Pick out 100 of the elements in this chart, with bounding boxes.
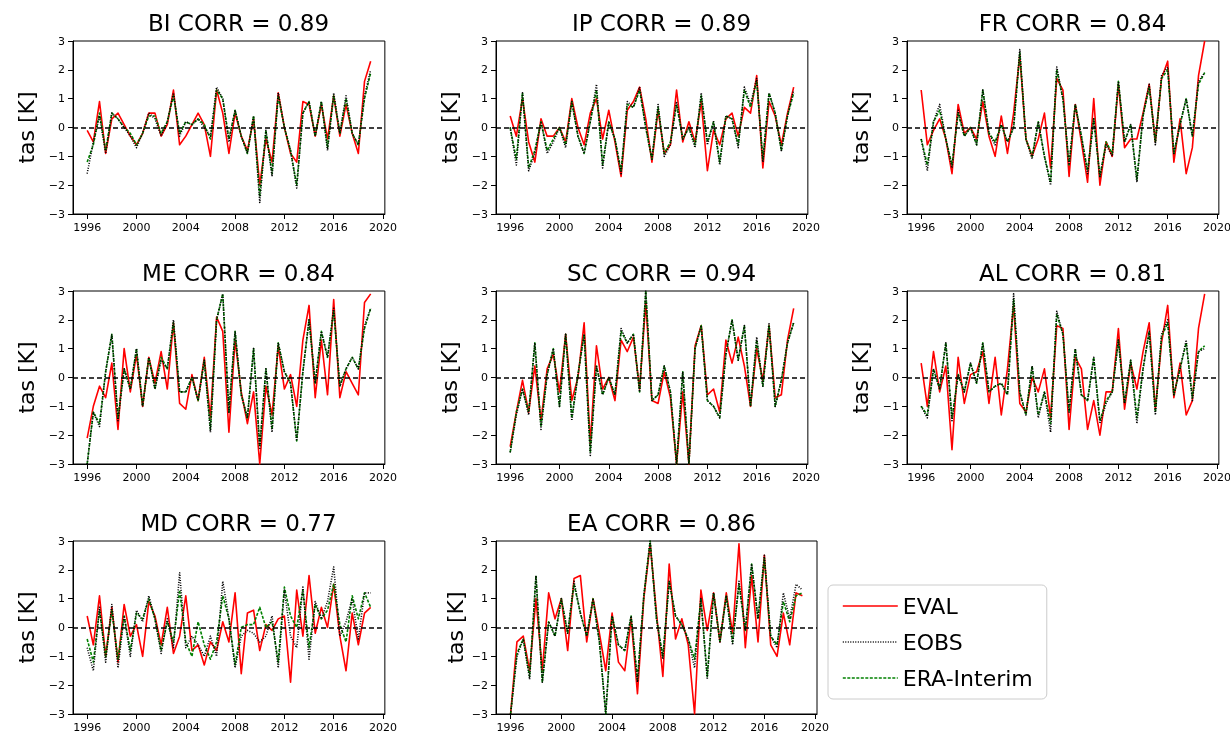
y-tick-label: −2 [882,428,899,442]
y-tick-label: 3 [58,534,65,548]
y-tick-label: 1 [481,342,488,356]
y-tick-label: 2 [58,63,65,77]
line-series [86,574,372,684]
chart-title: AL CORR = 0.81 [978,259,1167,286]
x-tick-label: 2000 [122,221,151,234]
x-tick-label: 2012 [270,221,299,234]
y-tick-label: −2 [882,178,899,192]
y-tick-label: −3 [471,707,488,721]
y-tick-label: 1 [892,92,899,106]
y-tick-label: 1 [58,342,65,356]
x-tick-label: 2004 [1005,471,1034,484]
y-axis-title: tas [K] [442,591,468,664]
y-axis-title: tas [K] [14,591,40,664]
x-tick-label: 2016 [1153,221,1182,234]
line-series [86,60,372,186]
y-tick-label: 2 [892,313,899,327]
x-tick-label: 2012 [1104,471,1133,484]
y-tick-label: 1 [481,92,488,106]
x-tick-label: 2020 [792,221,820,234]
x-tick-label: 2004 [1005,221,1034,234]
legend-label: ERA-Interim [902,665,1033,691]
x-tick-label: 2016 [750,721,779,734]
y-axis-title: tas [K] [437,341,463,414]
y-tick-label: −1 [48,399,65,413]
y-tick-label: 0 [892,121,899,134]
x-tick-label: 2008 [644,221,673,234]
y-tick-label: 3 [481,284,488,298]
y-axis-title: tas [K] [437,91,463,164]
y-tick-label: 0 [481,621,488,634]
x-tick-label: 2020 [369,221,397,234]
x-tick-label: 1996 [496,471,525,484]
y-tick-label: −2 [471,178,488,192]
y-tick-label: 3 [481,34,488,48]
x-tick-label: 2008 [221,471,250,484]
x-tick-label: 2020 [369,471,397,484]
y-tick-label: −2 [471,428,488,442]
chart-title: SC CORR = 0.94 [566,259,757,286]
x-tick-label: 2008 [221,221,250,234]
y-tick-label: 0 [58,621,65,634]
x-tick-label: 1996 [496,721,525,734]
y-tick-label: −1 [882,399,899,413]
y-tick-label: 3 [892,34,899,48]
x-tick-label: 2008 [644,471,673,484]
x-tick-label: 2012 [693,471,722,484]
x-tick-label: 1996 [907,471,936,484]
y-tick-label: −1 [471,399,488,413]
y-tick-label: 0 [481,371,488,384]
y-axis-title: tas [K] [848,341,874,414]
y-tick-label: −2 [48,178,65,192]
x-tick-label: 1996 [496,221,525,234]
chart-title: ME CORR = 0.84 [142,259,335,286]
x-tick-label: 2008 [221,721,250,734]
y-tick-label: 0 [892,371,899,384]
y-tick-label: −1 [882,149,899,163]
y-tick-label: −3 [48,707,65,721]
y-tick-label: −1 [48,649,65,663]
x-tick-label: 2012 [270,721,299,734]
x-tick-label: 1996 [73,721,102,734]
x-tick-label: 2012 [693,221,722,234]
x-tick-label: 2012 [699,721,728,734]
legend-label: EVAL [902,593,959,619]
y-tick-label: −3 [48,207,65,221]
y-tick-label: 0 [58,371,65,384]
y-tick-label: 3 [892,284,899,298]
x-tick-label: 2000 [545,221,574,234]
y-tick-label: −3 [882,207,899,221]
chart-title: BI CORR = 0.89 [147,9,330,36]
x-tick-label: 1996 [907,221,936,234]
y-tick-label: 2 [481,313,488,327]
y-tick-label: −1 [471,149,488,163]
x-tick-label: 2004 [594,221,623,234]
y-tick-label: −3 [882,457,899,471]
y-tick-label: 1 [58,92,65,106]
x-tick-label: 2008 [1055,471,1084,484]
y-tick-label: 3 [58,284,65,298]
y-tick-label: 2 [58,313,65,327]
y-tick-label: 2 [481,63,488,77]
chart-title: EA CORR = 0.86 [567,509,756,536]
y-tick-label: −2 [48,428,65,442]
y-tick-label: −3 [471,207,488,221]
y-tick-label: −2 [471,678,488,692]
x-tick-label: 2000 [545,471,574,484]
y-tick-label: −2 [48,678,65,692]
x-tick-label: 2004 [171,471,200,484]
x-tick-label: 2020 [1203,471,1230,484]
x-tick-label: 2016 [742,471,771,484]
x-tick-label: 2004 [171,221,200,234]
x-tick-label: 2020 [369,721,397,734]
y-tick-label: 1 [481,592,488,606]
x-tick-label: 2016 [1153,471,1182,484]
y-tick-label: 3 [481,534,488,548]
x-tick-label: 2020 [801,721,830,734]
x-tick-label: 1996 [73,221,102,234]
y-axis-title: tas [K] [848,91,874,164]
x-tick-label: 2000 [956,221,985,234]
chart-title: FR CORR = 0.84 [978,9,1167,36]
x-tick-label: 1996 [73,471,102,484]
y-tick-label: −3 [471,457,488,471]
